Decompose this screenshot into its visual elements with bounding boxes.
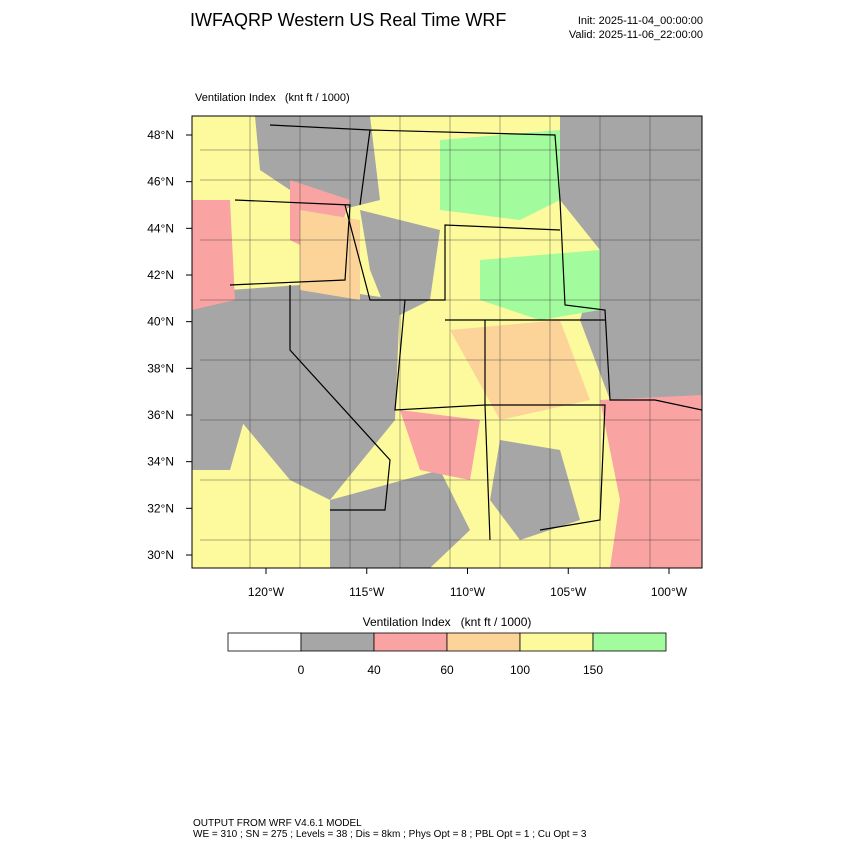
title: IWFAQRP Western US Real Time WRF — [190, 10, 506, 30]
colorbar-label: 150 — [583, 663, 603, 677]
lon-tick-label: 100°W — [651, 585, 688, 599]
footer-line: WE = 310 ; SN = 275 ; Levels = 38 ; Dis … — [193, 829, 587, 840]
colorbar-box — [373, 632, 448, 652]
colorbar-box — [300, 632, 375, 652]
lon-tick-label: 120°W — [248, 585, 285, 599]
colorbar-box — [446, 632, 521, 652]
map-field — [192, 116, 702, 568]
lat-tick-label: 38°N — [147, 361, 174, 375]
colorbar-box — [519, 632, 594, 652]
lat-tick-label: 32°N — [147, 501, 174, 515]
map-label: Ventilation Index (knt ft / 1000) — [195, 92, 350, 104]
colorbar-box — [227, 632, 302, 652]
colorbar-label: 60 — [440, 663, 454, 677]
lon-tick-label: 115°W — [349, 585, 385, 599]
lat-tick-label: 48°N — [147, 128, 174, 142]
valid-time: Valid: 2025-11-06_22:00:00 — [569, 29, 703, 41]
footer-line: OUTPUT FROM WRF V4.6.1 MODEL — [193, 818, 362, 829]
lat-tick-label: 40°N — [147, 315, 174, 329]
lat-tick-label: 44°N — [147, 221, 174, 235]
init-time: Init: 2025-11-04_00:00:00 — [578, 15, 703, 27]
lon-tick-label: 110°W — [450, 585, 486, 599]
lat-tick-label: 36°N — [147, 408, 174, 422]
colorbar-box — [592, 632, 667, 652]
colorbar-label: 100 — [510, 663, 530, 677]
lon-tick-label: 105°W — [550, 585, 587, 599]
lat-tick-label: 42°N — [147, 268, 174, 282]
colorbar-label: 0 — [298, 663, 305, 677]
colorbar-label: 40 — [367, 663, 381, 677]
colorbar-title: Ventilation Index (knt ft / 1000) — [363, 615, 532, 629]
map-frame — [191, 115, 703, 569]
lat-tick-label: 30°N — [147, 548, 174, 562]
lat-tick-label: 46°N — [147, 175, 174, 189]
lat-tick-label: 34°N — [147, 455, 174, 469]
